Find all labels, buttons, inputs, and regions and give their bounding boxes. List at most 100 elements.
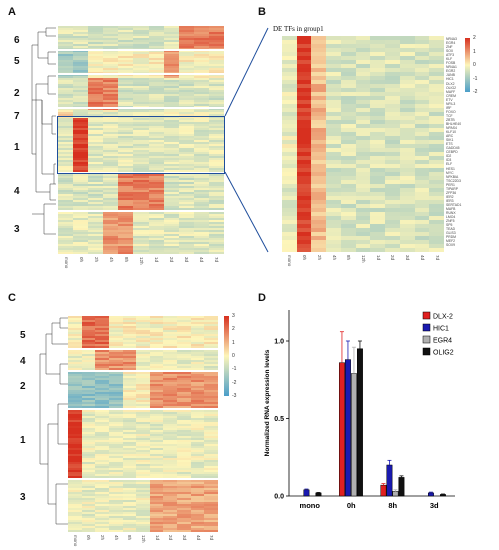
heatmap-cell [103, 200, 119, 202]
heatmap-cell [370, 120, 386, 124]
heatmap-cell [190, 438, 205, 440]
heatmap-cell [133, 226, 149, 228]
heatmap-cell [68, 518, 82, 520]
heatmap-cell [190, 494, 205, 496]
heatmap-cell [108, 446, 123, 448]
heatmap-cell [136, 514, 150, 516]
heatmap-cell [149, 430, 164, 432]
heatmap-cell [88, 66, 104, 68]
heatmap-cell [311, 208, 327, 212]
heatmap-row [68, 522, 218, 524]
heatmap-cell [149, 366, 164, 368]
heatmap-cell [177, 460, 191, 462]
heatmap-cell [311, 96, 327, 100]
heatmap-cell [208, 70, 224, 72]
heatmap-cell [148, 246, 164, 248]
heatmap-cell [148, 90, 164, 92]
heatmap-cell [149, 472, 164, 474]
heatmap-cell [133, 252, 149, 254]
heatmap-row [58, 34, 224, 36]
heatmap-cell [208, 156, 224, 158]
heatmap-cell [108, 358, 123, 360]
heatmap-cell [414, 68, 430, 72]
colorbar-tick: 0 [473, 62, 476, 68]
heatmap-cell [103, 216, 119, 218]
heatmap-cell [58, 100, 74, 102]
heatmap-cell [118, 142, 134, 144]
heatmap-cell [88, 206, 104, 208]
heatmap-cell [103, 52, 119, 54]
heatmap-cell [163, 132, 179, 134]
heatmap-cell [163, 332, 178, 334]
heatmap-cell [118, 54, 134, 56]
heatmap-cell [118, 56, 134, 58]
heatmap-row [68, 516, 218, 518]
heatmap-cell [88, 186, 104, 188]
heatmap-cell [81, 330, 96, 332]
heatmap-cell [73, 110, 89, 112]
heatmap-cell [355, 176, 371, 180]
heatmap-row [68, 498, 218, 500]
heatmap-row [282, 208, 444, 212]
heatmap-cell [204, 526, 218, 528]
heatmap-cell [103, 78, 119, 80]
heatmap-cell [296, 128, 312, 132]
heatmap-cell [177, 372, 191, 374]
heatmap-cell [148, 58, 164, 60]
heatmap-cell [122, 326, 137, 328]
heatmap-cell [282, 196, 297, 200]
heatmap-cell [193, 188, 209, 190]
heatmap-cell [177, 356, 191, 358]
heatmap-row [282, 228, 444, 232]
heatmap-cell [88, 232, 104, 234]
heatmap-cell [136, 410, 150, 412]
heatmap-cell [370, 192, 386, 196]
heatmap-row [58, 176, 224, 178]
heatmap-cell [81, 522, 96, 524]
heatmap-cell [399, 180, 415, 184]
heatmap-row [58, 240, 224, 242]
heatmap-cell [88, 164, 104, 166]
heatmap-row [68, 360, 218, 362]
heatmap-cell [73, 50, 89, 52]
heatmap-cell [355, 36, 371, 40]
heatmap-cell [149, 354, 164, 356]
heatmap-cell [108, 326, 123, 328]
heatmap-cell [429, 180, 444, 184]
heatmap-cell [385, 148, 400, 152]
heatmap-cell [177, 522, 191, 524]
heatmap-cell [122, 442, 137, 444]
heatmap-cell [163, 436, 178, 438]
heatmap-cell [178, 232, 194, 234]
heatmap-cell [149, 528, 164, 530]
heatmap-cell [68, 338, 82, 340]
heatmap-cell [311, 212, 327, 216]
heatmap-cell [88, 94, 104, 96]
heatmap-cell [58, 242, 74, 244]
heatmap-cell [81, 508, 96, 510]
heatmap-cell [282, 116, 297, 120]
heatmap-cell [122, 394, 137, 396]
heatmap-cell [208, 238, 224, 240]
heatmap-cell [118, 36, 134, 38]
heatmap-cell [95, 462, 109, 464]
heatmap-cell [370, 60, 386, 64]
heatmap-cell [429, 88, 444, 92]
heatmap-row [58, 98, 224, 100]
heatmap-cell [178, 144, 194, 146]
x-tick-label: mono [72, 535, 78, 547]
heatmap-cell [68, 418, 82, 420]
heatmap-cell [81, 442, 96, 444]
heatmap-cell [204, 412, 218, 414]
heatmap-cell [58, 200, 74, 202]
heatmap-cell [163, 460, 178, 462]
heatmap-cell [282, 84, 297, 88]
heatmap-cell [311, 228, 327, 232]
heatmap-cell [208, 28, 224, 30]
heatmap-cell [95, 372, 109, 374]
heatmap-cell [58, 228, 74, 230]
heatmap-cell [68, 530, 82, 532]
heatmap-cell [385, 168, 400, 172]
heatmap-cell [95, 450, 109, 452]
heatmap-cell [163, 160, 179, 162]
